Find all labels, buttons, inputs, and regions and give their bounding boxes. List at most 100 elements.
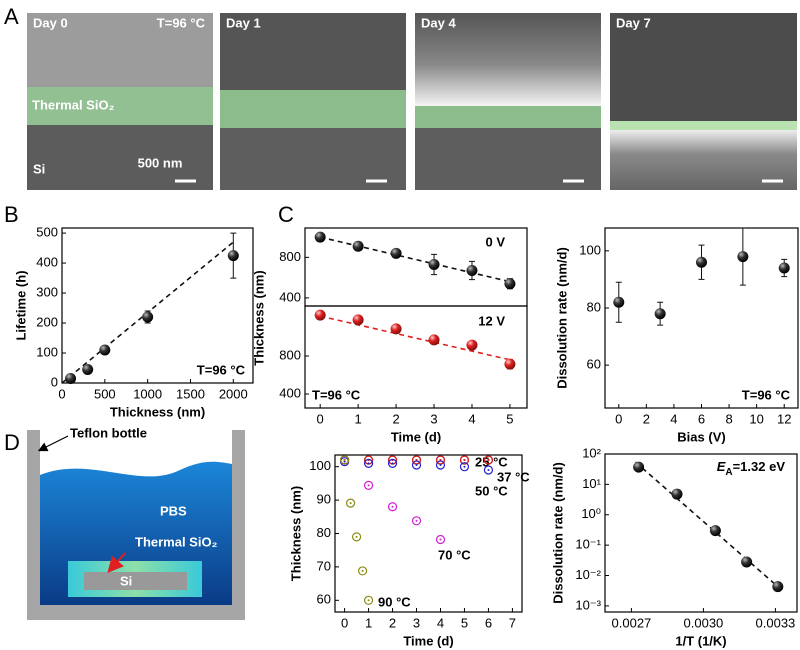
marker bbox=[411, 460, 422, 470]
y-tick-label: 10¹ bbox=[582, 476, 601, 491]
layer-label: Thermal SiO₂ bbox=[135, 534, 218, 549]
series-label: 70 °C bbox=[438, 547, 471, 562]
marker bbox=[387, 458, 398, 468]
y-tick-label: 10⁻¹ bbox=[575, 537, 601, 552]
marker bbox=[351, 532, 362, 542]
marker bbox=[459, 455, 470, 465]
annotation-part: =1.32 eV bbox=[733, 459, 786, 474]
x-tick-label: 3 bbox=[413, 615, 420, 630]
annotation: T=96 °C bbox=[312, 387, 361, 402]
sem-condition: T=96 °C bbox=[157, 15, 206, 30]
marker-dot bbox=[391, 462, 394, 465]
y-tick-label: 80 bbox=[317, 525, 331, 540]
y-tick-label: 60 bbox=[587, 357, 601, 372]
marker bbox=[435, 534, 446, 545]
marker-dot bbox=[349, 502, 352, 505]
x-tick-label: 10 bbox=[749, 411, 763, 426]
marker bbox=[613, 296, 625, 308]
series-label: 90 °C bbox=[378, 594, 411, 609]
x-tick-label: 500 bbox=[94, 386, 116, 401]
sem-label: Day 4 bbox=[421, 15, 456, 30]
marker bbox=[435, 455, 446, 465]
marker bbox=[696, 256, 707, 268]
panel-label: C bbox=[278, 202, 294, 227]
marker bbox=[314, 309, 326, 321]
x-tick-label: 5 bbox=[506, 411, 513, 426]
y-tick-label: 90 bbox=[317, 492, 331, 507]
fit-line bbox=[319, 315, 511, 361]
marker bbox=[99, 344, 111, 356]
panel-label: B bbox=[4, 202, 19, 227]
marker bbox=[483, 455, 494, 465]
series-label: 50 °C bbox=[475, 483, 508, 498]
marker bbox=[387, 502, 398, 512]
y-tick-label: 0 bbox=[51, 374, 58, 389]
y-tick-label: 200 bbox=[36, 314, 58, 329]
marker bbox=[428, 258, 440, 270]
panel-label: D bbox=[4, 430, 20, 455]
plot-frame bbox=[604, 453, 798, 613]
marker bbox=[504, 278, 516, 290]
sem-image bbox=[220, 13, 406, 190]
x-tick-label: 0 bbox=[341, 615, 348, 630]
solution-label: PBS bbox=[160, 503, 187, 518]
sem-image bbox=[610, 13, 797, 190]
marker-dot bbox=[415, 519, 418, 522]
marker bbox=[504, 358, 516, 370]
x-tick-label: 1500 bbox=[176, 386, 205, 401]
marker bbox=[654, 308, 666, 320]
marker bbox=[411, 455, 422, 465]
x-tick-label: 0.0033 bbox=[756, 615, 796, 630]
x-tick-label: 4 bbox=[468, 411, 475, 426]
marker bbox=[227, 250, 239, 262]
marker bbox=[363, 595, 374, 605]
marker bbox=[65, 373, 77, 385]
marker bbox=[772, 581, 784, 593]
annotation: T=96 °C bbox=[742, 387, 791, 402]
series-label: 37 °C bbox=[497, 469, 530, 484]
marker bbox=[741, 556, 753, 568]
x-tick-label: 0 bbox=[317, 411, 324, 426]
marker-dot bbox=[439, 464, 442, 467]
marker bbox=[390, 247, 402, 259]
y-tick-label: 100 bbox=[36, 344, 58, 359]
y-axis-label: Lifetime (h) bbox=[13, 270, 28, 340]
y-tick-label: 10⁰ bbox=[581, 506, 601, 521]
y-tick-label: 800 bbox=[279, 249, 301, 264]
sem-substrate: Si bbox=[33, 161, 45, 176]
x-tick-label: 2 bbox=[392, 411, 399, 426]
sem-layer: Thermal SiO₂ bbox=[32, 97, 115, 112]
marker-dot bbox=[439, 538, 442, 541]
y-tick-label: 100 bbox=[579, 242, 601, 257]
marker bbox=[737, 251, 749, 263]
x-tick-label: 0.0027 bbox=[612, 615, 652, 630]
plot-frame bbox=[61, 227, 254, 384]
y-axis-label: Thickness (nm) bbox=[251, 270, 266, 365]
sem-image bbox=[27, 13, 213, 190]
marker-dot bbox=[361, 569, 364, 572]
y-axis-label: Dissolution rate (nm/d) bbox=[550, 462, 565, 604]
x-tick-label: 4 bbox=[437, 615, 444, 630]
marker bbox=[466, 265, 478, 277]
marker bbox=[709, 525, 721, 537]
panel-label: A bbox=[4, 4, 19, 29]
annotation-part: A bbox=[725, 467, 732, 478]
x-axis-label: Bias (V) bbox=[677, 429, 725, 444]
marker bbox=[671, 488, 683, 500]
x-tick-label: 3 bbox=[430, 411, 437, 426]
y-tick-label: 10⁻² bbox=[575, 567, 601, 582]
marker bbox=[459, 462, 470, 472]
marker bbox=[142, 311, 154, 323]
marker bbox=[778, 262, 790, 274]
marker-dot bbox=[463, 459, 466, 462]
x-tick-label: 0.0030 bbox=[684, 615, 724, 630]
x-tick-label: 8 bbox=[725, 411, 732, 426]
marker bbox=[314, 231, 326, 243]
y-tick-label: 500 bbox=[36, 225, 58, 240]
x-tick-label: 0 bbox=[615, 411, 622, 426]
y-tick-label: 60 bbox=[317, 592, 331, 607]
marker bbox=[390, 323, 402, 335]
substrate-label: Si bbox=[120, 573, 132, 588]
annotation-part: E bbox=[717, 459, 726, 474]
marker bbox=[352, 240, 364, 252]
